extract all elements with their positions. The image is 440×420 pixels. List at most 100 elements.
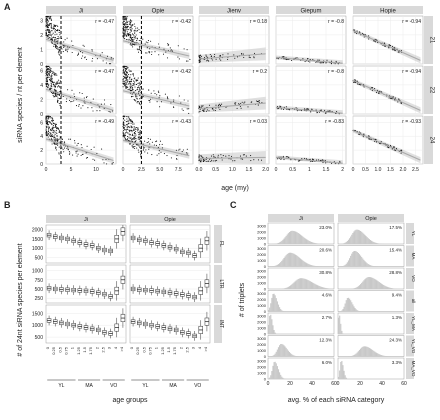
data-point — [144, 151, 146, 153]
data-point — [122, 33, 124, 35]
data-point — [142, 88, 144, 90]
y-tick-label: 1000 — [257, 303, 267, 308]
data-point — [210, 55, 213, 57]
data-point — [139, 89, 141, 91]
data-point — [143, 148, 145, 150]
histogram-bar — [367, 277, 369, 289]
data-point — [51, 37, 53, 39]
data-point — [388, 97, 390, 99]
x-tick-label: 1.5 — [246, 167, 253, 173]
histogram-bar — [286, 287, 288, 289]
data-point — [50, 24, 52, 26]
data-point — [47, 124, 49, 126]
scatter-facet: r = -0.430 2.5 5.0 7.5 — [122, 115, 194, 173]
histogram-bar — [293, 253, 295, 267]
x-tick-label: 0 — [122, 167, 125, 173]
data-point — [138, 92, 140, 94]
histogram-bar — [374, 242, 376, 244]
data-point — [136, 89, 138, 91]
data-point — [203, 109, 205, 111]
data-point — [125, 16, 127, 18]
data-point — [134, 81, 136, 83]
data-point — [45, 20, 47, 22]
data-point — [162, 53, 165, 55]
data-point — [46, 121, 48, 124]
histogram-bar — [309, 281, 311, 289]
data-point — [218, 104, 220, 106]
data-point — [140, 153, 142, 155]
data-point — [182, 149, 184, 151]
data-point — [124, 138, 126, 140]
x-tick-label: 1.25 — [160, 346, 165, 355]
data-point — [65, 48, 67, 50]
data-point — [102, 159, 104, 161]
data-point — [132, 89, 134, 91]
data-point — [219, 58, 221, 60]
data-point — [393, 146, 396, 148]
data-point — [103, 162, 105, 164]
data-point — [51, 42, 53, 44]
data-point — [201, 156, 203, 158]
histogram-bar — [283, 345, 285, 357]
histogram-bar — [274, 353, 276, 357]
y-tick-label: 0 — [264, 332, 267, 337]
data-point — [220, 154, 222, 156]
data-point — [138, 87, 140, 89]
data-point — [53, 27, 55, 29]
data-point — [319, 62, 321, 64]
data-point — [296, 110, 298, 112]
data-point — [393, 49, 395, 51]
y-tick-label: 2000 — [257, 320, 267, 325]
data-point — [59, 34, 61, 36]
data-point — [126, 126, 128, 128]
histogram-bar — [279, 242, 281, 244]
data-point — [130, 74, 132, 76]
data-point — [80, 51, 82, 53]
data-point — [56, 33, 58, 35]
data-point — [128, 20, 130, 22]
histogram-bar — [384, 285, 386, 289]
percentage-label: 23.0% — [319, 225, 332, 230]
histogram-bar — [357, 351, 359, 357]
data-point — [124, 133, 126, 135]
data-point — [127, 140, 129, 142]
histogram-bar — [297, 256, 299, 267]
histogram-bar — [380, 283, 383, 289]
data-point — [125, 26, 127, 29]
data-point — [145, 149, 147, 151]
data-point — [170, 157, 172, 159]
histogram-bar — [275, 351, 277, 357]
data-point — [124, 71, 126, 73]
data-point — [334, 63, 336, 65]
data-point — [358, 131, 360, 133]
percentage-label: 20.6% — [319, 248, 332, 253]
data-point — [132, 34, 134, 36]
data-point — [80, 154, 82, 157]
histogram-bar — [312, 282, 314, 289]
data-point — [363, 133, 365, 135]
histogram-bar — [274, 361, 276, 379]
histogram-bar — [365, 346, 367, 357]
histogram-bar — [314, 242, 316, 244]
data-point — [50, 78, 52, 80]
data-point — [47, 65, 49, 67]
data-point — [125, 75, 127, 77]
data-point — [48, 23, 50, 25]
data-point — [282, 56, 284, 58]
histogram-bar — [326, 288, 328, 289]
x-tick-label: 7.5 — [175, 167, 182, 173]
data-point — [180, 102, 182, 104]
data-point — [59, 98, 61, 100]
data-point — [49, 135, 51, 137]
histogram-bar — [364, 234, 366, 244]
data-point — [130, 35, 132, 37]
data-point — [49, 34, 51, 37]
data-point — [53, 137, 55, 139]
data-point — [58, 82, 61, 84]
data-point — [50, 130, 52, 132]
data-point — [126, 131, 128, 133]
data-point — [123, 132, 125, 134]
data-point — [133, 44, 136, 46]
data-point — [63, 141, 65, 143]
